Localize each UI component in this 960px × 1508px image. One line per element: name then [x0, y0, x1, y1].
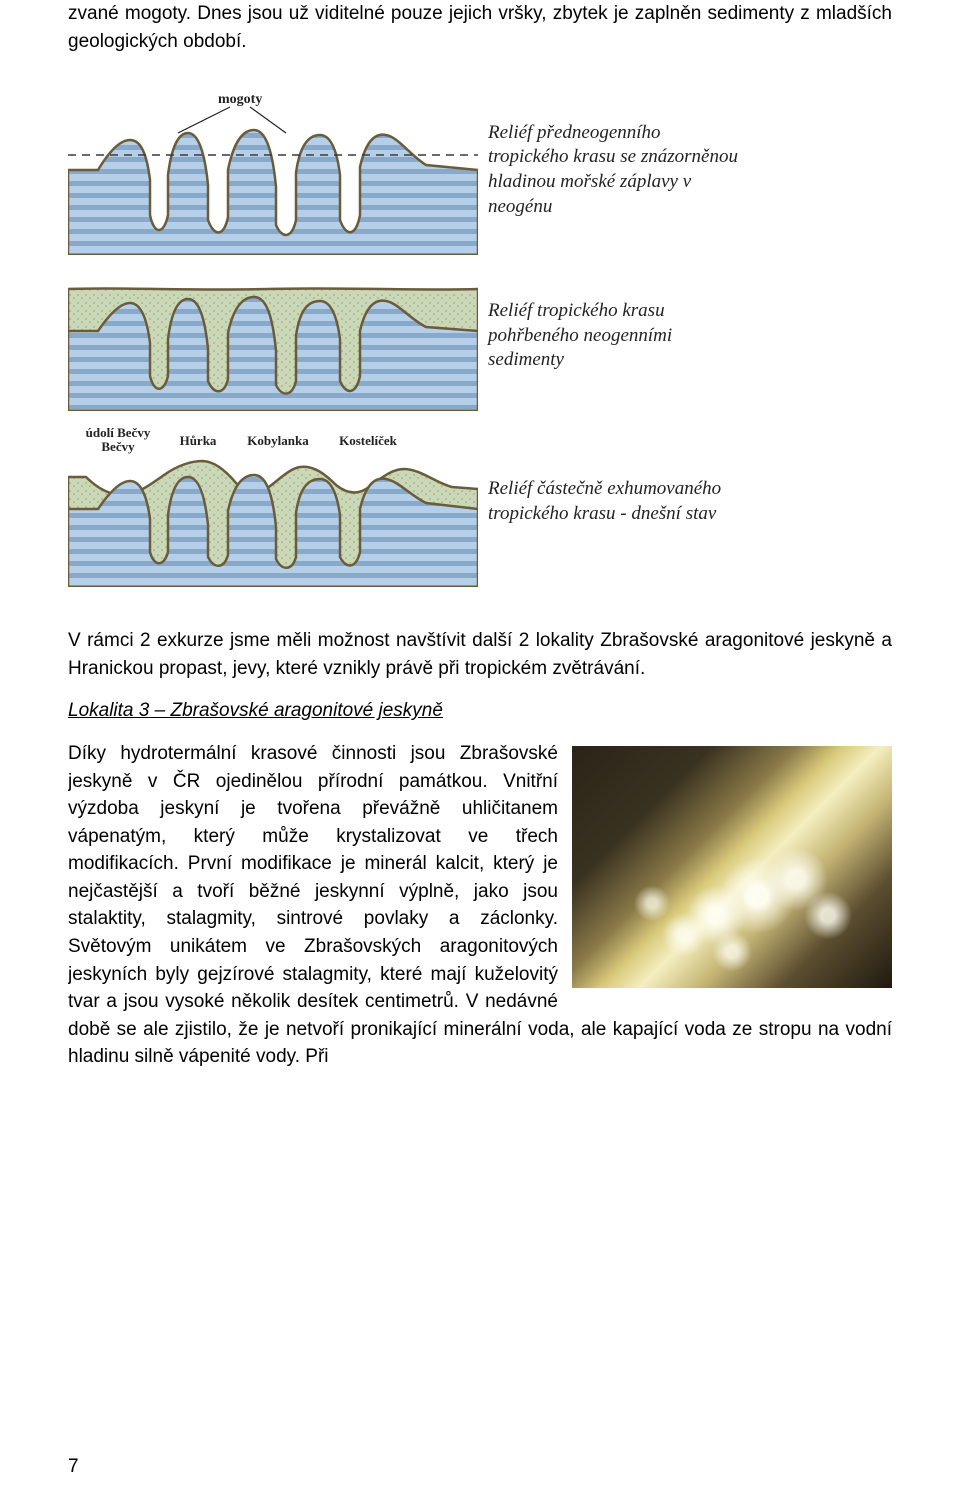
diagram-2-svg	[68, 261, 478, 411]
diagram-figure: mogoty Reliéf předneogenního tropického …	[68, 85, 892, 587]
paragraph-2-block: Díky hydrotermální krasové činnosti jsou…	[68, 740, 892, 1071]
diagram-3-label-3: Kostelíček	[339, 433, 398, 448]
diagram-1: mogoty Reliéf předneogenního tropického …	[68, 85, 892, 255]
diagram-2-caption: Reliéf tropického krasu pohřbeného neoge…	[488, 299, 738, 373]
diagram-1-svg: mogoty	[68, 85, 478, 255]
section-title: Lokalita 3 – Zbrašovské aragonitové jesk…	[68, 700, 892, 722]
svg-text:Bečvy: Bečvy	[101, 439, 135, 454]
diagram-3-label-1: Hůrka	[180, 433, 217, 448]
diagram-3-svg: údolí Bečvy Bečvy Hůrka Kobylanka Kostel…	[68, 417, 478, 587]
diagram-3: údolí Bečvy Bečvy Hůrka Kobylanka Kostel…	[68, 417, 892, 587]
page-number: 7	[68, 1456, 79, 1478]
intro-paragraph: zvané mogoty. Dnes jsou už viditelné pou…	[68, 0, 892, 55]
diagram-3-caption: Reliéf částečně exhumovaného tropického …	[488, 477, 738, 526]
diagram-3-label-2: Kobylanka	[247, 433, 309, 448]
diagram-3-label-0: údolí Bečvy	[86, 425, 151, 440]
paragraph-1: V rámci 2 exkurze jsme měli možnost navš…	[68, 627, 892, 682]
diagram-1-caption: Reliéf předneogenního tropického krasu s…	[488, 121, 738, 220]
cave-photo	[572, 746, 892, 988]
diagram-1-top-label: mogoty	[218, 92, 262, 107]
diagram-2: Reliéf tropického krasu pohřbeného neoge…	[68, 261, 892, 411]
